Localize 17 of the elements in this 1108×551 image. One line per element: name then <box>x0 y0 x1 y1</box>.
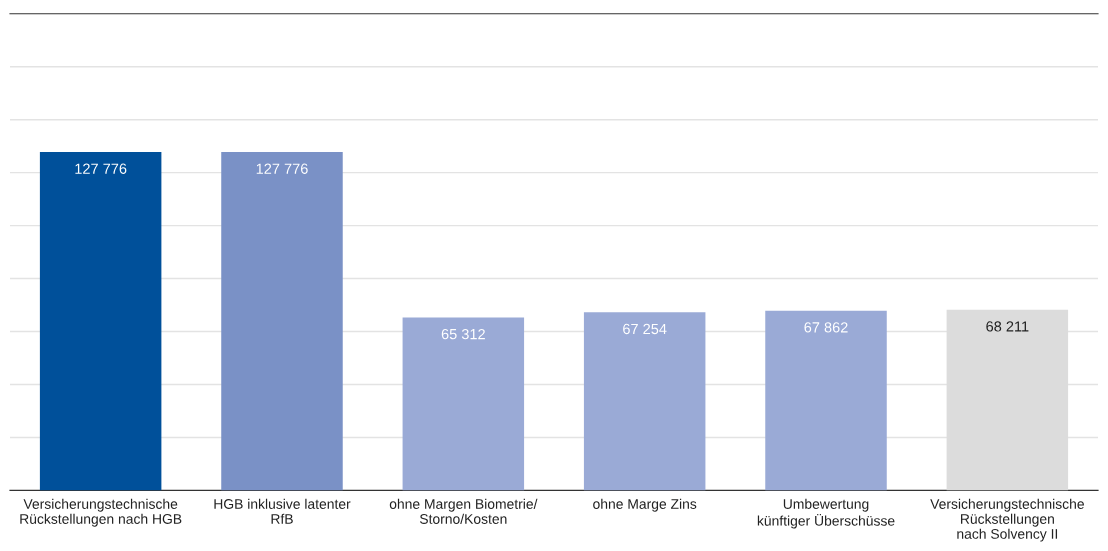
x-tick-label: Versicherungstechnische Rückstellungen nach Solvency II <box>930 498 1084 542</box>
x-tick-label: HGB inklusive latenter RfB <box>214 498 351 524</box>
x-tick-label: Versicherungstechnische Rückstellungen nach HGB <box>20 498 182 527</box>
bar <box>39 152 162 491</box>
x-tick-label: Umbewertung künftiger Überschüsse <box>757 498 895 529</box>
data-label: 67 862 <box>804 322 848 333</box>
bar <box>402 317 525 491</box>
data-label: 65 312 <box>441 328 485 340</box>
data-label: 67 254 <box>623 323 667 335</box>
data-label: 127 776 <box>256 163 308 174</box>
bar <box>221 152 343 491</box>
data-label: 127 776 <box>75 163 127 174</box>
bar <box>583 312 706 491</box>
bar <box>765 310 887 491</box>
data-label: 68 211 <box>986 321 1029 332</box>
x-tick-label: ohne Marge Zins <box>593 498 697 512</box>
x-tick-label: ohne Margen Biometrie/ Storno/Kosten <box>389 498 538 524</box>
